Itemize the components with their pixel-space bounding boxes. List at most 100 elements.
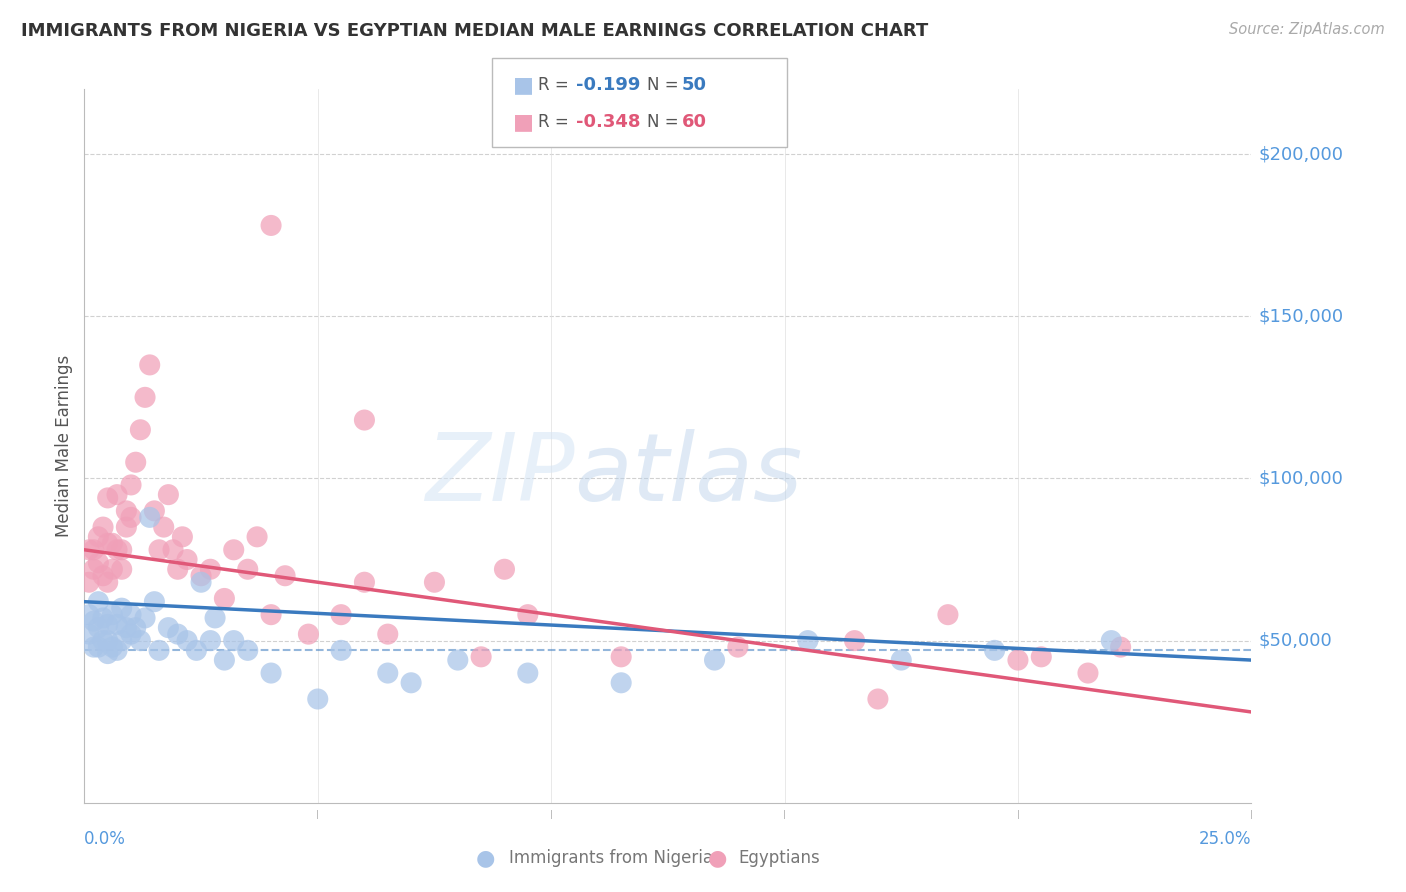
Point bbox=[214, 653, 236, 667]
Point bbox=[936, 607, 959, 622]
Point bbox=[77, 607, 100, 622]
Point bbox=[87, 530, 110, 544]
Point bbox=[200, 633, 222, 648]
Point bbox=[176, 552, 198, 566]
Point bbox=[101, 562, 124, 576]
Point bbox=[120, 607, 142, 622]
Point bbox=[190, 575, 212, 590]
Point bbox=[97, 647, 120, 661]
Point bbox=[101, 607, 124, 622]
Point bbox=[983, 643, 1005, 657]
Point bbox=[97, 633, 120, 648]
Text: $50,000: $50,000 bbox=[1258, 632, 1331, 649]
Point bbox=[97, 617, 120, 632]
Point bbox=[157, 621, 180, 635]
Point bbox=[423, 575, 446, 590]
Point bbox=[105, 643, 128, 657]
Point bbox=[447, 653, 470, 667]
Point bbox=[111, 542, 134, 557]
Point bbox=[330, 607, 353, 622]
Point bbox=[866, 692, 889, 706]
Point bbox=[111, 633, 134, 648]
Point bbox=[120, 510, 142, 524]
Text: $100,000: $100,000 bbox=[1258, 469, 1343, 487]
Point bbox=[115, 520, 138, 534]
Text: $150,000: $150,000 bbox=[1258, 307, 1344, 326]
Point bbox=[200, 562, 222, 576]
Point bbox=[97, 575, 120, 590]
Point bbox=[83, 640, 105, 654]
Point bbox=[172, 530, 194, 544]
Point bbox=[125, 621, 148, 635]
Point bbox=[797, 633, 820, 648]
Point bbox=[274, 568, 297, 582]
Point bbox=[120, 478, 142, 492]
Point bbox=[166, 627, 188, 641]
Point bbox=[186, 643, 208, 657]
Point bbox=[236, 562, 259, 576]
Point bbox=[260, 219, 283, 233]
Point bbox=[377, 627, 399, 641]
Point bbox=[260, 666, 283, 681]
Point bbox=[703, 653, 725, 667]
Point bbox=[353, 575, 375, 590]
Text: 50: 50 bbox=[682, 76, 707, 94]
Point bbox=[470, 649, 492, 664]
Point bbox=[125, 455, 148, 469]
Point bbox=[148, 643, 170, 657]
Text: IMMIGRANTS FROM NIGERIA VS EGYPTIAN MEDIAN MALE EARNINGS CORRELATION CHART: IMMIGRANTS FROM NIGERIA VS EGYPTIAN MEDI… bbox=[21, 22, 928, 40]
Point bbox=[610, 675, 633, 690]
Point bbox=[157, 488, 180, 502]
Point bbox=[260, 607, 283, 622]
Text: |: | bbox=[550, 810, 553, 819]
Point bbox=[377, 666, 399, 681]
Text: $200,000: $200,000 bbox=[1258, 145, 1343, 163]
Point bbox=[83, 542, 105, 557]
Point bbox=[87, 640, 110, 654]
Point bbox=[143, 504, 166, 518]
Point bbox=[214, 591, 236, 606]
Point bbox=[91, 568, 114, 582]
Point bbox=[246, 530, 269, 544]
Point bbox=[190, 568, 212, 582]
Point bbox=[134, 390, 156, 404]
Point bbox=[399, 675, 422, 690]
Point bbox=[204, 611, 226, 625]
Point bbox=[222, 542, 245, 557]
Point bbox=[727, 640, 749, 654]
Y-axis label: Median Male Earnings: Median Male Earnings bbox=[55, 355, 73, 537]
Point bbox=[176, 633, 198, 648]
Text: ●: ● bbox=[475, 848, 495, 868]
Point bbox=[87, 556, 110, 570]
Point bbox=[236, 643, 259, 657]
Point bbox=[138, 358, 160, 372]
Point bbox=[129, 633, 152, 648]
Point bbox=[297, 627, 319, 641]
Point bbox=[101, 536, 124, 550]
Text: Egyptians: Egyptians bbox=[738, 849, 820, 867]
Point bbox=[101, 640, 124, 654]
Point bbox=[516, 607, 538, 622]
Point bbox=[115, 621, 138, 635]
Point bbox=[307, 692, 329, 706]
Point bbox=[516, 666, 538, 681]
Text: ●: ● bbox=[707, 848, 727, 868]
Point bbox=[1031, 649, 1053, 664]
Point bbox=[1007, 653, 1029, 667]
Point bbox=[148, 542, 170, 557]
Point bbox=[330, 643, 353, 657]
Point bbox=[1077, 666, 1099, 681]
Text: |: | bbox=[316, 810, 319, 819]
Point bbox=[83, 562, 105, 576]
Text: Source: ZipAtlas.com: Source: ZipAtlas.com bbox=[1229, 22, 1385, 37]
Point bbox=[105, 488, 128, 502]
Point bbox=[87, 595, 110, 609]
Point bbox=[143, 595, 166, 609]
Text: 60: 60 bbox=[682, 113, 707, 131]
Text: atlas: atlas bbox=[575, 429, 803, 520]
Point bbox=[91, 611, 114, 625]
Point bbox=[138, 510, 160, 524]
Text: |: | bbox=[1250, 810, 1253, 819]
Point bbox=[77, 627, 100, 641]
Text: R =: R = bbox=[538, 113, 569, 131]
